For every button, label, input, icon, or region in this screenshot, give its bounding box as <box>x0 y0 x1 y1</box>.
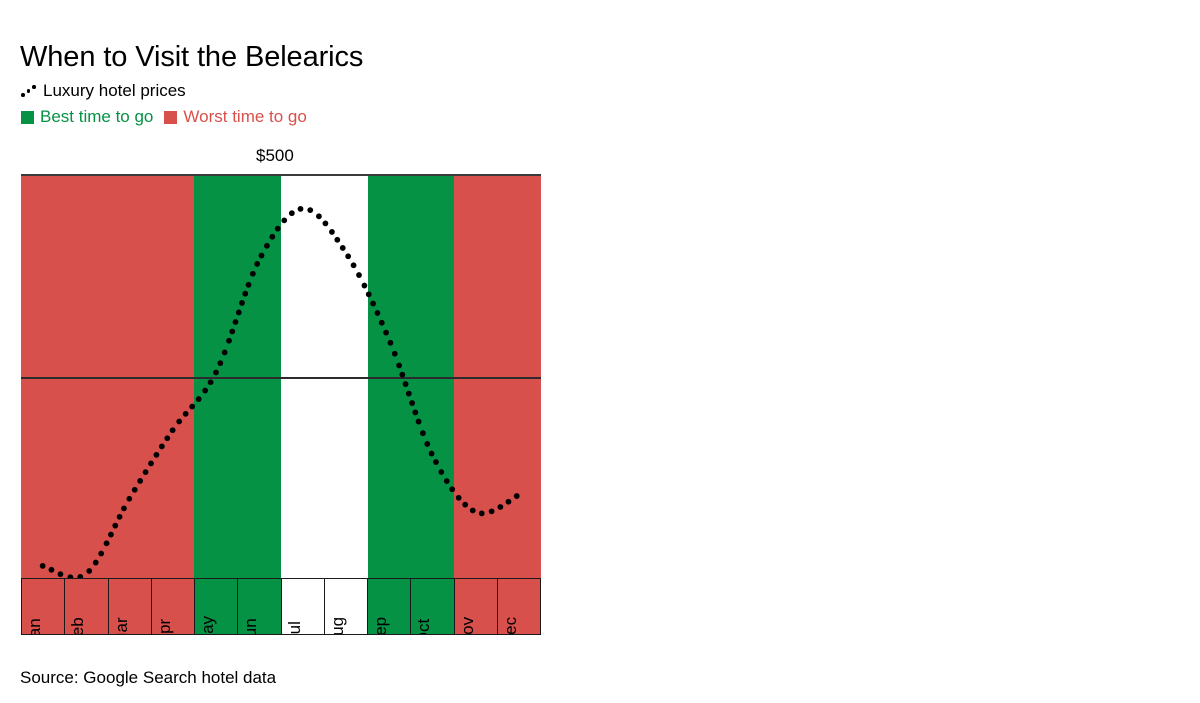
season-band-feb <box>64 175 108 578</box>
month-cell-mar[interactable]: Mar <box>108 579 152 634</box>
season-band-aug <box>324 175 368 578</box>
month-label-apr: Apr <box>154 618 174 634</box>
price-series-line <box>39 206 520 581</box>
month-cell-dec[interactable]: Dec <box>497 579 541 634</box>
legend-label-series: Luxury hotel prices <box>43 81 186 100</box>
month-cell-nov[interactable]: Nov <box>454 579 498 634</box>
legend-entry-best: Best time to go <box>21 104 153 130</box>
month-label-feb: Feb <box>68 617 88 634</box>
month-label-oct: Oct <box>414 618 434 634</box>
month-cell-may[interactable]: May <box>195 579 239 634</box>
legend-entry-series: Luxury hotel prices <box>21 78 186 104</box>
legend-row-series: Luxury hotel prices <box>21 78 307 104</box>
legend-row-ratings: Best time to go Worst time to go <box>21 104 307 130</box>
month-cell-jan[interactable]: Jan <box>22 579 66 634</box>
gridline-350 <box>21 377 541 379</box>
month-cell-feb[interactable]: Feb <box>65 579 109 634</box>
plot-top-border <box>21 174 541 176</box>
legend-label-worst: Worst time to go <box>183 107 307 126</box>
month-cell-oct[interactable]: Oct <box>411 579 455 634</box>
month-cell-sep[interactable]: Sep <box>368 579 412 634</box>
month-label-aug: Aug <box>327 616 347 634</box>
month-cell-apr[interactable]: Apr <box>151 579 195 634</box>
month-label-may: May <box>198 615 218 634</box>
month-label-jan: Jan <box>25 618 45 634</box>
month-cell-jun[interactable]: Jun <box>238 579 282 634</box>
month-label-mar: Mar <box>111 617 131 634</box>
legend-entry-worst: Worst time to go <box>164 104 307 130</box>
y-axis-label-max: $500 <box>256 146 294 165</box>
dotted-line-icon <box>21 85 38 98</box>
month-label-jun: Jun <box>241 618 261 634</box>
chart-legend: Luxury hotel prices Best time to go Wors… <box>21 78 307 130</box>
legend-label-best: Best time to go <box>40 107 154 126</box>
source-note: Source: Google Search hotel data <box>20 668 277 687</box>
season-band-mar <box>107 175 151 578</box>
page-title: When to Visit the Belearics <box>20 41 364 74</box>
green-square-swatch-icon <box>21 110 34 124</box>
month-label-dec: Dec <box>500 616 520 634</box>
month-label-nov: Nov <box>457 616 477 634</box>
plot-area <box>21 174 541 581</box>
season-band-jul <box>280 175 325 578</box>
season-band-jun <box>237 175 281 578</box>
month-cell-jul[interactable]: Jul <box>281 579 325 634</box>
month-label-jul: Jul <box>284 621 304 634</box>
month-cell-aug[interactable]: Aug <box>324 579 368 634</box>
red-square-swatch-icon <box>164 110 178 124</box>
season-band-oct <box>410 175 455 578</box>
season-band-dec <box>497 175 541 578</box>
month-axis: Jan Feb Mar Apr May Jun Jul Aug Sep Oct Nov Dec <box>21 578 541 635</box>
season-band-may <box>194 175 238 578</box>
season-band-group <box>21 175 541 578</box>
season-band-jan <box>21 175 65 578</box>
month-label-sep: Sep <box>371 616 391 634</box>
season-band-apr <box>150 175 195 578</box>
